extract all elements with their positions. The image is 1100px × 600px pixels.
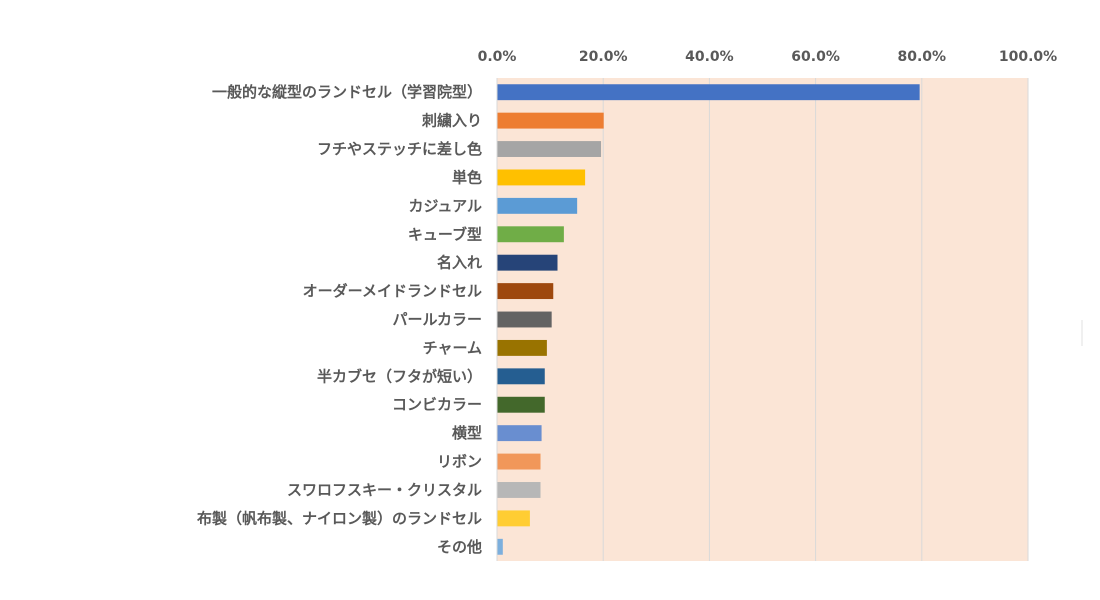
x-tick-label: 80.0% bbox=[898, 49, 947, 65]
bar bbox=[497, 510, 530, 527]
x-tick-label: 0.0% bbox=[478, 49, 517, 65]
plot-area bbox=[497, 78, 1028, 561]
bar bbox=[497, 538, 503, 555]
x-tick-label: 40.0% bbox=[685, 49, 734, 65]
bar bbox=[497, 254, 558, 271]
bar bbox=[497, 368, 545, 385]
x-axis-ticks: 0.0% 20.0% 40.0% 60.0% 80.0% 100.0% bbox=[478, 49, 1058, 65]
category-label: チャーム bbox=[423, 339, 482, 357]
category-label: その他 bbox=[437, 538, 482, 556]
bar bbox=[497, 141, 602, 157]
category-label: 半カブセ（フタが短い） bbox=[317, 367, 482, 385]
category-label: パールカラー bbox=[392, 311, 482, 329]
category-label: 横型 bbox=[452, 424, 482, 442]
bar bbox=[497, 339, 547, 356]
bar bbox=[497, 283, 554, 300]
bar bbox=[497, 425, 542, 442]
bar bbox=[497, 226, 564, 243]
category-label: キューブ型 bbox=[408, 225, 482, 243]
category-label: 名入れ bbox=[437, 254, 482, 272]
category-label: 一般的な縦型のランドセル（学習院型） bbox=[212, 83, 482, 101]
bar bbox=[497, 311, 552, 328]
bars bbox=[497, 84, 920, 555]
category-labels: 一般的な縦型のランドセル（学習院型） 刺繍入りフチやステッチに差し色単色カジュアル… bbox=[197, 83, 482, 556]
category-label: スワロフスキー・クリスタル bbox=[287, 481, 482, 499]
category-label: フチやステッチに差し色 bbox=[317, 140, 482, 158]
x-tick-label: 100.0% bbox=[999, 49, 1057, 65]
bar bbox=[497, 169, 586, 186]
category-label: 単色 bbox=[452, 168, 482, 186]
gridlines bbox=[602, 78, 1029, 561]
category-label: リボン bbox=[437, 453, 482, 471]
bar bbox=[497, 453, 541, 470]
bar bbox=[497, 84, 920, 101]
category-label: カジュアル bbox=[408, 197, 482, 215]
bar bbox=[497, 482, 541, 498]
bar bbox=[497, 197, 578, 214]
bar bbox=[497, 396, 545, 413]
bar bbox=[497, 112, 604, 129]
category-label: オーダーメイドランドセル bbox=[303, 282, 482, 300]
category-label: 刺繍入り bbox=[422, 112, 482, 130]
category-label: 布製（帆布製、ナイロン製）のランドセル bbox=[197, 509, 482, 527]
x-tick-label: 60.0% bbox=[791, 49, 840, 65]
category-label: コンビカラー bbox=[392, 396, 482, 414]
x-tick-label: 20.0% bbox=[579, 49, 628, 65]
